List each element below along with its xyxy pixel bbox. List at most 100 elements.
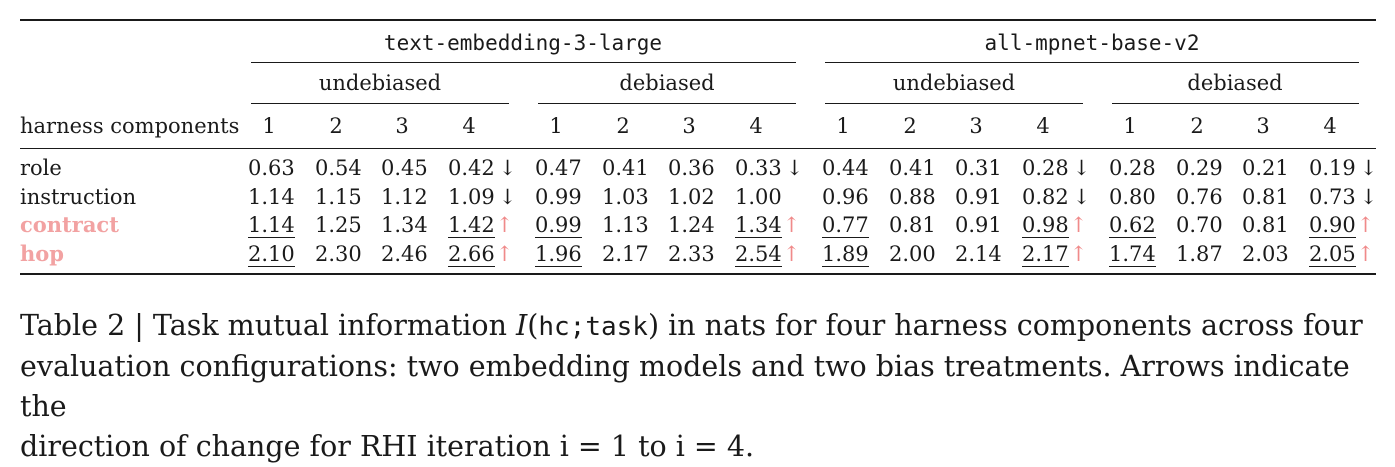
table-cell: 2.17↑ bbox=[1022, 241, 1087, 267]
cell-value: 0.47 bbox=[535, 156, 582, 180]
table-cell: 1.12 bbox=[381, 184, 428, 210]
cell-value: 1.74 bbox=[1109, 242, 1156, 267]
iteration-header: 1 bbox=[549, 114, 563, 138]
cell-value: 1.12 bbox=[381, 185, 428, 209]
cell-value: 1.14 bbox=[248, 185, 295, 209]
cell-value: 0.81 bbox=[1242, 185, 1289, 209]
cell-value: 0.62 bbox=[1109, 213, 1156, 238]
arrow-down-icon: ↓ bbox=[1359, 185, 1378, 209]
table-cell: 2.00 bbox=[889, 241, 936, 267]
iteration-header: 3 bbox=[682, 114, 696, 138]
cell-value: 1.00 bbox=[735, 185, 782, 209]
cell-value: 1.25 bbox=[315, 213, 362, 237]
model-header: all-mpnet-base-v2 bbox=[984, 31, 1200, 55]
table-cell: 1.87 bbox=[1176, 241, 1223, 267]
cell-value: 0.99 bbox=[535, 185, 582, 209]
table-cell: 0.80 bbox=[1109, 184, 1156, 210]
iteration-header: 1 bbox=[262, 114, 276, 138]
cell-value: 0.90 bbox=[1309, 213, 1356, 238]
table-cell: 0.28 ↓ bbox=[1022, 155, 1090, 181]
cell-value: 0.80 bbox=[1109, 185, 1156, 209]
iteration-header: 4 bbox=[749, 114, 763, 138]
cell-value: 1.24 bbox=[668, 213, 715, 237]
table-cell: 0.19 ↓ bbox=[1309, 155, 1377, 181]
cell-value: 0.81 bbox=[1242, 213, 1289, 237]
cell-value: 1.09 bbox=[448, 185, 495, 209]
table-cell: 1.13 bbox=[602, 212, 649, 238]
table-cell: 1.25 bbox=[315, 212, 362, 238]
arrow-up-icon: ↑ bbox=[495, 242, 514, 266]
cell-value: 2.33 bbox=[668, 242, 715, 266]
top-rule bbox=[20, 19, 1376, 21]
caption-line-1: Table 2 | Task mutual information I(hc;t… bbox=[20, 309, 1363, 342]
table-cell: 0.41 bbox=[889, 155, 936, 181]
table-cell: 0.70 bbox=[1176, 212, 1223, 238]
cell-value: 0.33 bbox=[735, 156, 782, 180]
table-cell: 0.44 bbox=[822, 155, 869, 181]
treatment-header: undebiased bbox=[318, 71, 442, 95]
cell-value: 0.31 bbox=[955, 156, 1002, 180]
table-cell: 1.96 bbox=[535, 241, 582, 267]
iteration-header: 3 bbox=[969, 114, 983, 138]
caption-line-3: direction of change for RHI iteration i … bbox=[20, 430, 755, 463]
table-cell: 0.81 bbox=[1242, 212, 1289, 238]
treatment-rule-2 bbox=[538, 103, 796, 104]
table-cell: 0.88 bbox=[889, 184, 936, 210]
table-cell: 2.14 bbox=[955, 241, 1002, 267]
table-cell: 1.74 bbox=[1109, 241, 1156, 267]
cell-value: 0.28 bbox=[1109, 156, 1156, 180]
table-cell: 1.42↑ bbox=[448, 212, 513, 238]
cell-value: 0.28 bbox=[1022, 156, 1069, 180]
table-cell: 1.14 bbox=[248, 184, 295, 210]
table-cell: 0.47 bbox=[535, 155, 582, 181]
cell-value: 0.29 bbox=[1176, 156, 1223, 180]
table-cell: 0.82 ↓ bbox=[1022, 184, 1090, 210]
arrow-down-icon: ↓ bbox=[1359, 156, 1378, 180]
cell-value: 2.10 bbox=[248, 242, 295, 267]
cell-value: 1.89 bbox=[822, 242, 869, 267]
arrow-up-icon: ↑ bbox=[1356, 242, 1375, 266]
cell-value: 2.14 bbox=[955, 242, 1002, 266]
arrow-up-icon: ↑ bbox=[1069, 213, 1088, 237]
iteration-header: 4 bbox=[1323, 114, 1337, 138]
treatment-rule-1 bbox=[251, 103, 509, 104]
iteration-header: 2 bbox=[329, 114, 343, 138]
cell-value: 0.76 bbox=[1176, 185, 1223, 209]
cell-value: 0.42 bbox=[448, 156, 495, 180]
iteration-header: 2 bbox=[616, 114, 630, 138]
table-cell: 1.24 bbox=[668, 212, 715, 238]
table-cell: 0.21 bbox=[1242, 155, 1289, 181]
cell-value: 0.54 bbox=[315, 156, 362, 180]
table-cell: 2.30 bbox=[315, 241, 362, 267]
table-cell: 0.81 bbox=[889, 212, 936, 238]
iteration-header: 1 bbox=[836, 114, 850, 138]
cell-value: 1.96 bbox=[535, 242, 582, 267]
cell-value: 0.96 bbox=[822, 185, 869, 209]
cell-value: 0.63 bbox=[248, 156, 295, 180]
table-cell: 0.98↑ bbox=[1022, 212, 1087, 238]
arrow-down-icon: ↓ bbox=[785, 156, 804, 180]
treatment-rule-3 bbox=[825, 103, 1083, 104]
row-label: role bbox=[20, 156, 62, 180]
cell-value: 1.34 bbox=[735, 213, 782, 238]
table-cell: 1.00 bbox=[735, 184, 782, 210]
table-cell: 0.90↑ bbox=[1309, 212, 1374, 238]
table-cell: 1.34↑ bbox=[735, 212, 800, 238]
cell-value: 1.03 bbox=[602, 185, 649, 209]
arrow-down-icon: ↓ bbox=[498, 185, 517, 209]
row-label: instruction bbox=[20, 185, 137, 209]
row-header-label: harness components bbox=[20, 114, 240, 138]
cell-value: 0.73 bbox=[1309, 185, 1356, 209]
cell-value: 2.46 bbox=[381, 242, 428, 266]
table-cell: 1.02 bbox=[668, 184, 715, 210]
table-cell: 2.17 bbox=[602, 241, 649, 267]
table-cell: 0.36 bbox=[668, 155, 715, 181]
table-cell: 0.31 bbox=[955, 155, 1002, 181]
table-cell: 0.77 bbox=[822, 212, 869, 238]
cell-value: 0.91 bbox=[955, 185, 1002, 209]
cell-value: 1.15 bbox=[315, 185, 362, 209]
arrow-up-icon: ↑ bbox=[782, 213, 801, 237]
iteration-header: 4 bbox=[462, 114, 476, 138]
iteration-header: 3 bbox=[395, 114, 409, 138]
row-label: contract bbox=[20, 212, 119, 237]
